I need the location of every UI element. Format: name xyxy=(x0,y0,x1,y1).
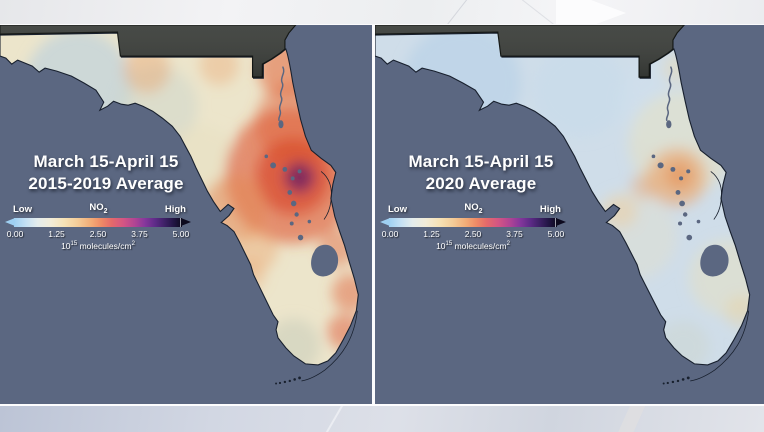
colorbar-arrow-left xyxy=(380,218,390,226)
background-streak xyxy=(608,406,650,432)
no2-hotspot xyxy=(664,161,694,190)
no2-hotspot xyxy=(630,173,658,200)
no2-hotspot xyxy=(604,195,638,228)
colorbar-high-label: High xyxy=(164,204,186,215)
background-streak xyxy=(433,0,472,24)
colorbar-bar xyxy=(380,218,566,227)
colorbar-labels: Low NO2 High xyxy=(380,202,566,215)
florida-no2-map-2015-2019 xyxy=(0,25,372,404)
florida-no2-map-2020 xyxy=(375,25,764,404)
colorbar-bar xyxy=(5,218,191,227)
colorbar-tick: 1.25 xyxy=(423,229,440,239)
colorbar-tick: 0.00 xyxy=(381,229,399,239)
colorbar-low-label: Low xyxy=(13,204,32,215)
colorbar-high-label: High xyxy=(539,204,561,215)
colorbar-low-label: Low xyxy=(388,204,407,215)
colorbar-tick: 5.00 xyxy=(172,229,190,239)
no2-colorbar: Low NO2 High 0.00 1.25 2.50 3.75 5.00 1015 m… xyxy=(5,202,191,251)
colorbar-arrow-right xyxy=(181,218,191,226)
no2-colorbar: Low NO2 High 0.00 1.25 2.50 3.75 5.00 1015 m… xyxy=(380,202,566,251)
bottom-banner-band xyxy=(0,404,764,432)
colorbar-tick: 2.50 xyxy=(464,229,482,239)
title-date-range: March 15-April 15 xyxy=(33,152,179,171)
title-date-range: March 15-April 15 xyxy=(408,152,554,171)
colorbar-tick: 2.50 xyxy=(89,229,107,239)
colorbar-labels: Low NO2 High xyxy=(5,202,191,215)
colorbar-tick: 5.00 xyxy=(547,229,565,239)
top-banner-band xyxy=(0,0,764,25)
colorbar-gas-label: NO2 xyxy=(464,202,483,215)
colorbar-ticks: 0.00 1.25 2.50 3.75 5.00 xyxy=(5,229,191,240)
colorbar-arrow-right xyxy=(556,218,566,226)
colorbar-tick: 3.75 xyxy=(131,229,148,239)
map-title: March 15-April 15 2020 Average xyxy=(377,151,585,196)
colorbar-tick: 0.00 xyxy=(6,229,24,239)
colorbar-gas-label: NO2 xyxy=(89,202,108,215)
colorbar-gradient xyxy=(389,218,557,227)
colorbar-units: 1015 molecules/cm2 xyxy=(61,241,135,251)
map-panel-2020: March 15-April 15 2020 Average Low NO2 H… xyxy=(375,25,764,404)
colorbar-gradient xyxy=(14,218,182,227)
colorbar-tick: 1.25 xyxy=(48,229,65,239)
background-streak xyxy=(312,406,350,432)
title-period: 2020 Average xyxy=(425,174,537,194)
no2-hotspot xyxy=(725,295,750,328)
colorbar-ticks: 0.00 1.25 2.50 3.75 5.00 xyxy=(380,229,566,240)
colorbar-end-mark xyxy=(180,218,181,227)
colorbar-units: 1015 molecules/cm2 xyxy=(436,241,510,251)
background-chevron xyxy=(556,0,626,24)
map-comparison: March 15-April 15 2015-2019 Average Low … xyxy=(0,25,764,404)
map-title: March 15-April 15 2015-2019 Average xyxy=(2,151,210,196)
colorbar-end-mark xyxy=(555,218,556,227)
no2-hotspot xyxy=(532,45,627,138)
map-panel-2015-2019: March 15-April 15 2015-2019 Average Low … xyxy=(0,25,372,404)
panel-divider xyxy=(372,25,375,404)
title-period: 2015-2019 Average xyxy=(28,174,184,194)
no2-hotspot xyxy=(284,162,315,193)
colorbar-arrow-left xyxy=(5,218,15,226)
colorbar-tick: 3.75 xyxy=(506,229,523,239)
no2-hotspot xyxy=(331,273,359,312)
